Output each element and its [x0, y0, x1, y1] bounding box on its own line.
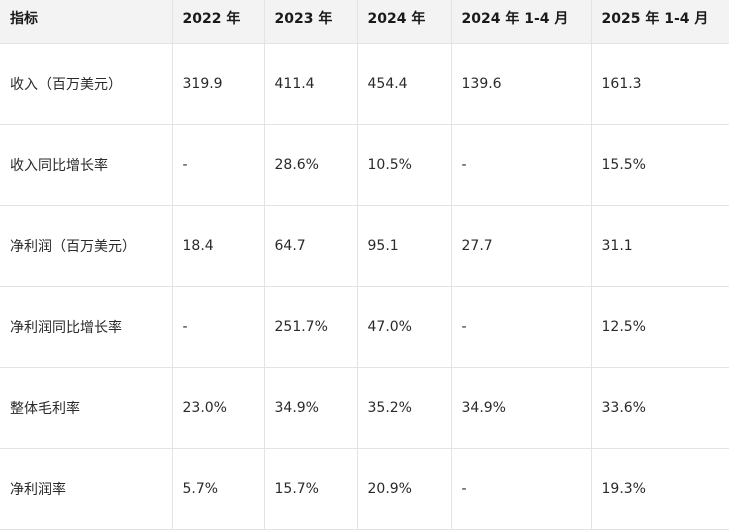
header-2023: 2023 年 — [263, 0, 358, 44]
table-row: 净利润率 5.7% 15.7% 20.9% - 19.3% — [0, 448, 729, 530]
table-cell: 15.5% — [590, 124, 729, 206]
table-cell: 12.5% — [590, 286, 729, 368]
row-label: 净利润（百万美元） — [0, 205, 173, 287]
table-cell: 35.2% — [356, 367, 452, 449]
table-row: 收入（百万美元） 319.9 411.4 454.4 139.6 161.3 — [0, 43, 729, 125]
header-metric: 指标 — [0, 0, 173, 44]
table-cell: 64.7 — [263, 205, 358, 287]
table-cell: - — [171, 124, 265, 206]
table-cell: - — [450, 124, 592, 206]
table-cell: 319.9 — [171, 43, 265, 125]
table-cell: 10.5% — [356, 124, 452, 206]
header-2025-jan-apr: 2025 年 1-4 月 — [590, 0, 729, 44]
row-label: 整体毛利率 — [0, 367, 173, 449]
table-cell: 19.3% — [590, 448, 729, 530]
table-cell: - — [450, 448, 592, 530]
table-cell: 18.4 — [171, 205, 265, 287]
table-cell: 251.7% — [263, 286, 358, 368]
table-cell: - — [450, 286, 592, 368]
table-row: 净利润同比增长率 - 251.7% 47.0% - 12.5% — [0, 286, 729, 368]
table-row: 收入同比增长率 - 28.6% 10.5% - 15.5% — [0, 124, 729, 206]
row-label: 收入（百万美元） — [0, 43, 173, 125]
table-cell: - — [171, 286, 265, 368]
header-2024-jan-apr: 2024 年 1-4 月 — [450, 0, 592, 44]
table-cell: 161.3 — [590, 43, 729, 125]
row-label: 净利润率 — [0, 448, 173, 530]
table-cell: 95.1 — [356, 205, 452, 287]
table-cell: 27.7 — [450, 205, 592, 287]
table-cell: 28.6% — [263, 124, 358, 206]
header-2024: 2024 年 — [356, 0, 452, 44]
table-cell: 34.9% — [263, 367, 358, 449]
row-label: 收入同比增长率 — [0, 124, 173, 206]
table-row: 整体毛利率 23.0% 34.9% 35.2% 34.9% 33.6% — [0, 367, 729, 449]
header-2022: 2022 年 — [171, 0, 265, 44]
table-cell: 15.7% — [263, 448, 358, 530]
table-cell: 31.1 — [590, 205, 729, 287]
table-cell: 5.7% — [171, 448, 265, 530]
table-cell: 33.6% — [590, 367, 729, 449]
table-cell: 47.0% — [356, 286, 452, 368]
row-label: 净利润同比增长率 — [0, 286, 173, 368]
table-cell: 20.9% — [356, 448, 452, 530]
table-header-row: 指标 2022 年 2023 年 2024 年 2024 年 1-4 月 202… — [0, 0, 729, 44]
table-row: 净利润（百万美元） 18.4 64.7 95.1 27.7 31.1 — [0, 205, 729, 287]
table-cell: 454.4 — [356, 43, 452, 125]
table-cell: 34.9% — [450, 367, 592, 449]
table-cell: 23.0% — [171, 367, 265, 449]
table-cell: 411.4 — [263, 43, 358, 125]
table-cell: 139.6 — [450, 43, 592, 125]
